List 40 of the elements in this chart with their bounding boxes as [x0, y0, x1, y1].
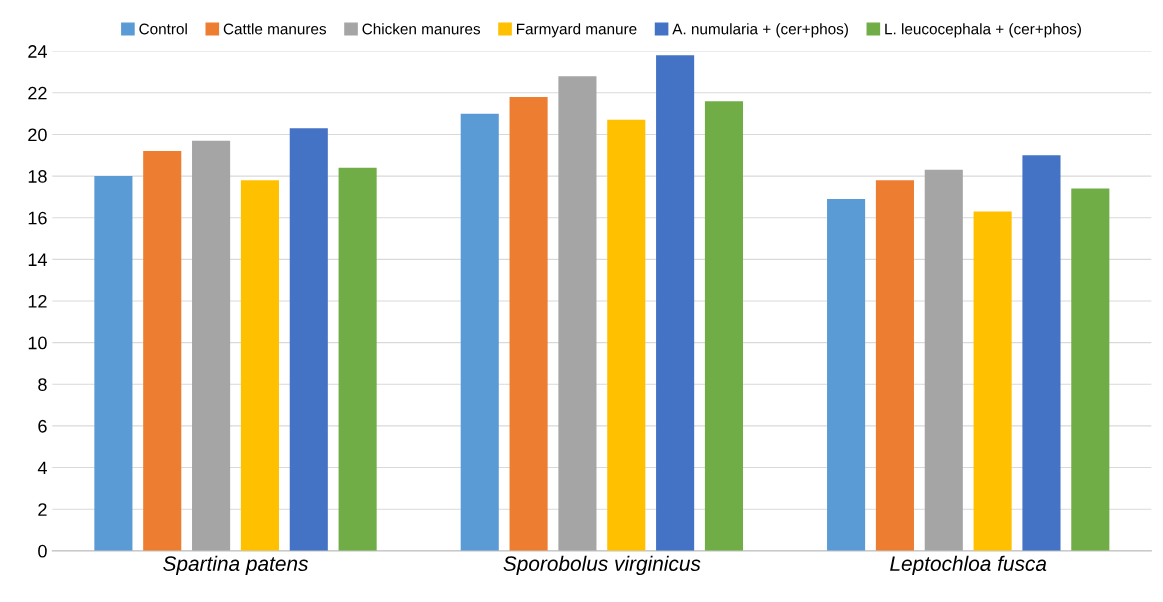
y-tick-label: 10 [28, 336, 47, 350]
bar [656, 55, 695, 551]
legend-label: Chicken manures [362, 23, 481, 35]
x-tick-label: Sporobolus virginicus [503, 555, 701, 576]
y-tick-label: 12 [28, 294, 47, 308]
legend-label: Farmyard manure [516, 23, 637, 38]
y-tick-label: 22 [28, 86, 47, 100]
y-tick-label: 20 [28, 128, 47, 142]
bar [558, 76, 597, 551]
bar [192, 140, 231, 551]
bar [973, 211, 1012, 551]
bar [289, 128, 328, 551]
bar [143, 151, 182, 551]
y-tick-label: 18 [28, 170, 47, 183]
bar [607, 119, 646, 551]
y-tick-label: 24 [28, 45, 47, 58]
y-tick-label: 14 [28, 253, 47, 266]
bar [1071, 188, 1110, 551]
legend-label: Control [139, 23, 187, 35]
y-tick-label: 0 [38, 544, 47, 558]
legend-label: A. numularia + (cer+phos) [672, 23, 848, 38]
bar [827, 198, 866, 551]
bar [1022, 155, 1061, 551]
x-tick-label: Leptochloa fusca [890, 555, 1047, 576]
y-tick-label: 8 [38, 378, 47, 391]
x-tick-label: Spartina patens [163, 555, 309, 576]
bar [875, 180, 914, 551]
y-tick-label: 16 [28, 211, 47, 225]
y-tick-label: 6 [38, 419, 47, 433]
bar [509, 96, 548, 551]
bar [240, 180, 279, 551]
bar [924, 169, 963, 551]
bar [94, 176, 133, 551]
legend-label: Cattle manures [223, 23, 327, 35]
bar [338, 167, 377, 551]
legend-label: L. leucocephala + (cer+phos) [885, 23, 1081, 38]
y-tick-label: 2 [38, 503, 47, 516]
bar [704, 101, 744, 551]
y-tick-label: 4 [37, 461, 47, 475]
bar [460, 113, 499, 551]
